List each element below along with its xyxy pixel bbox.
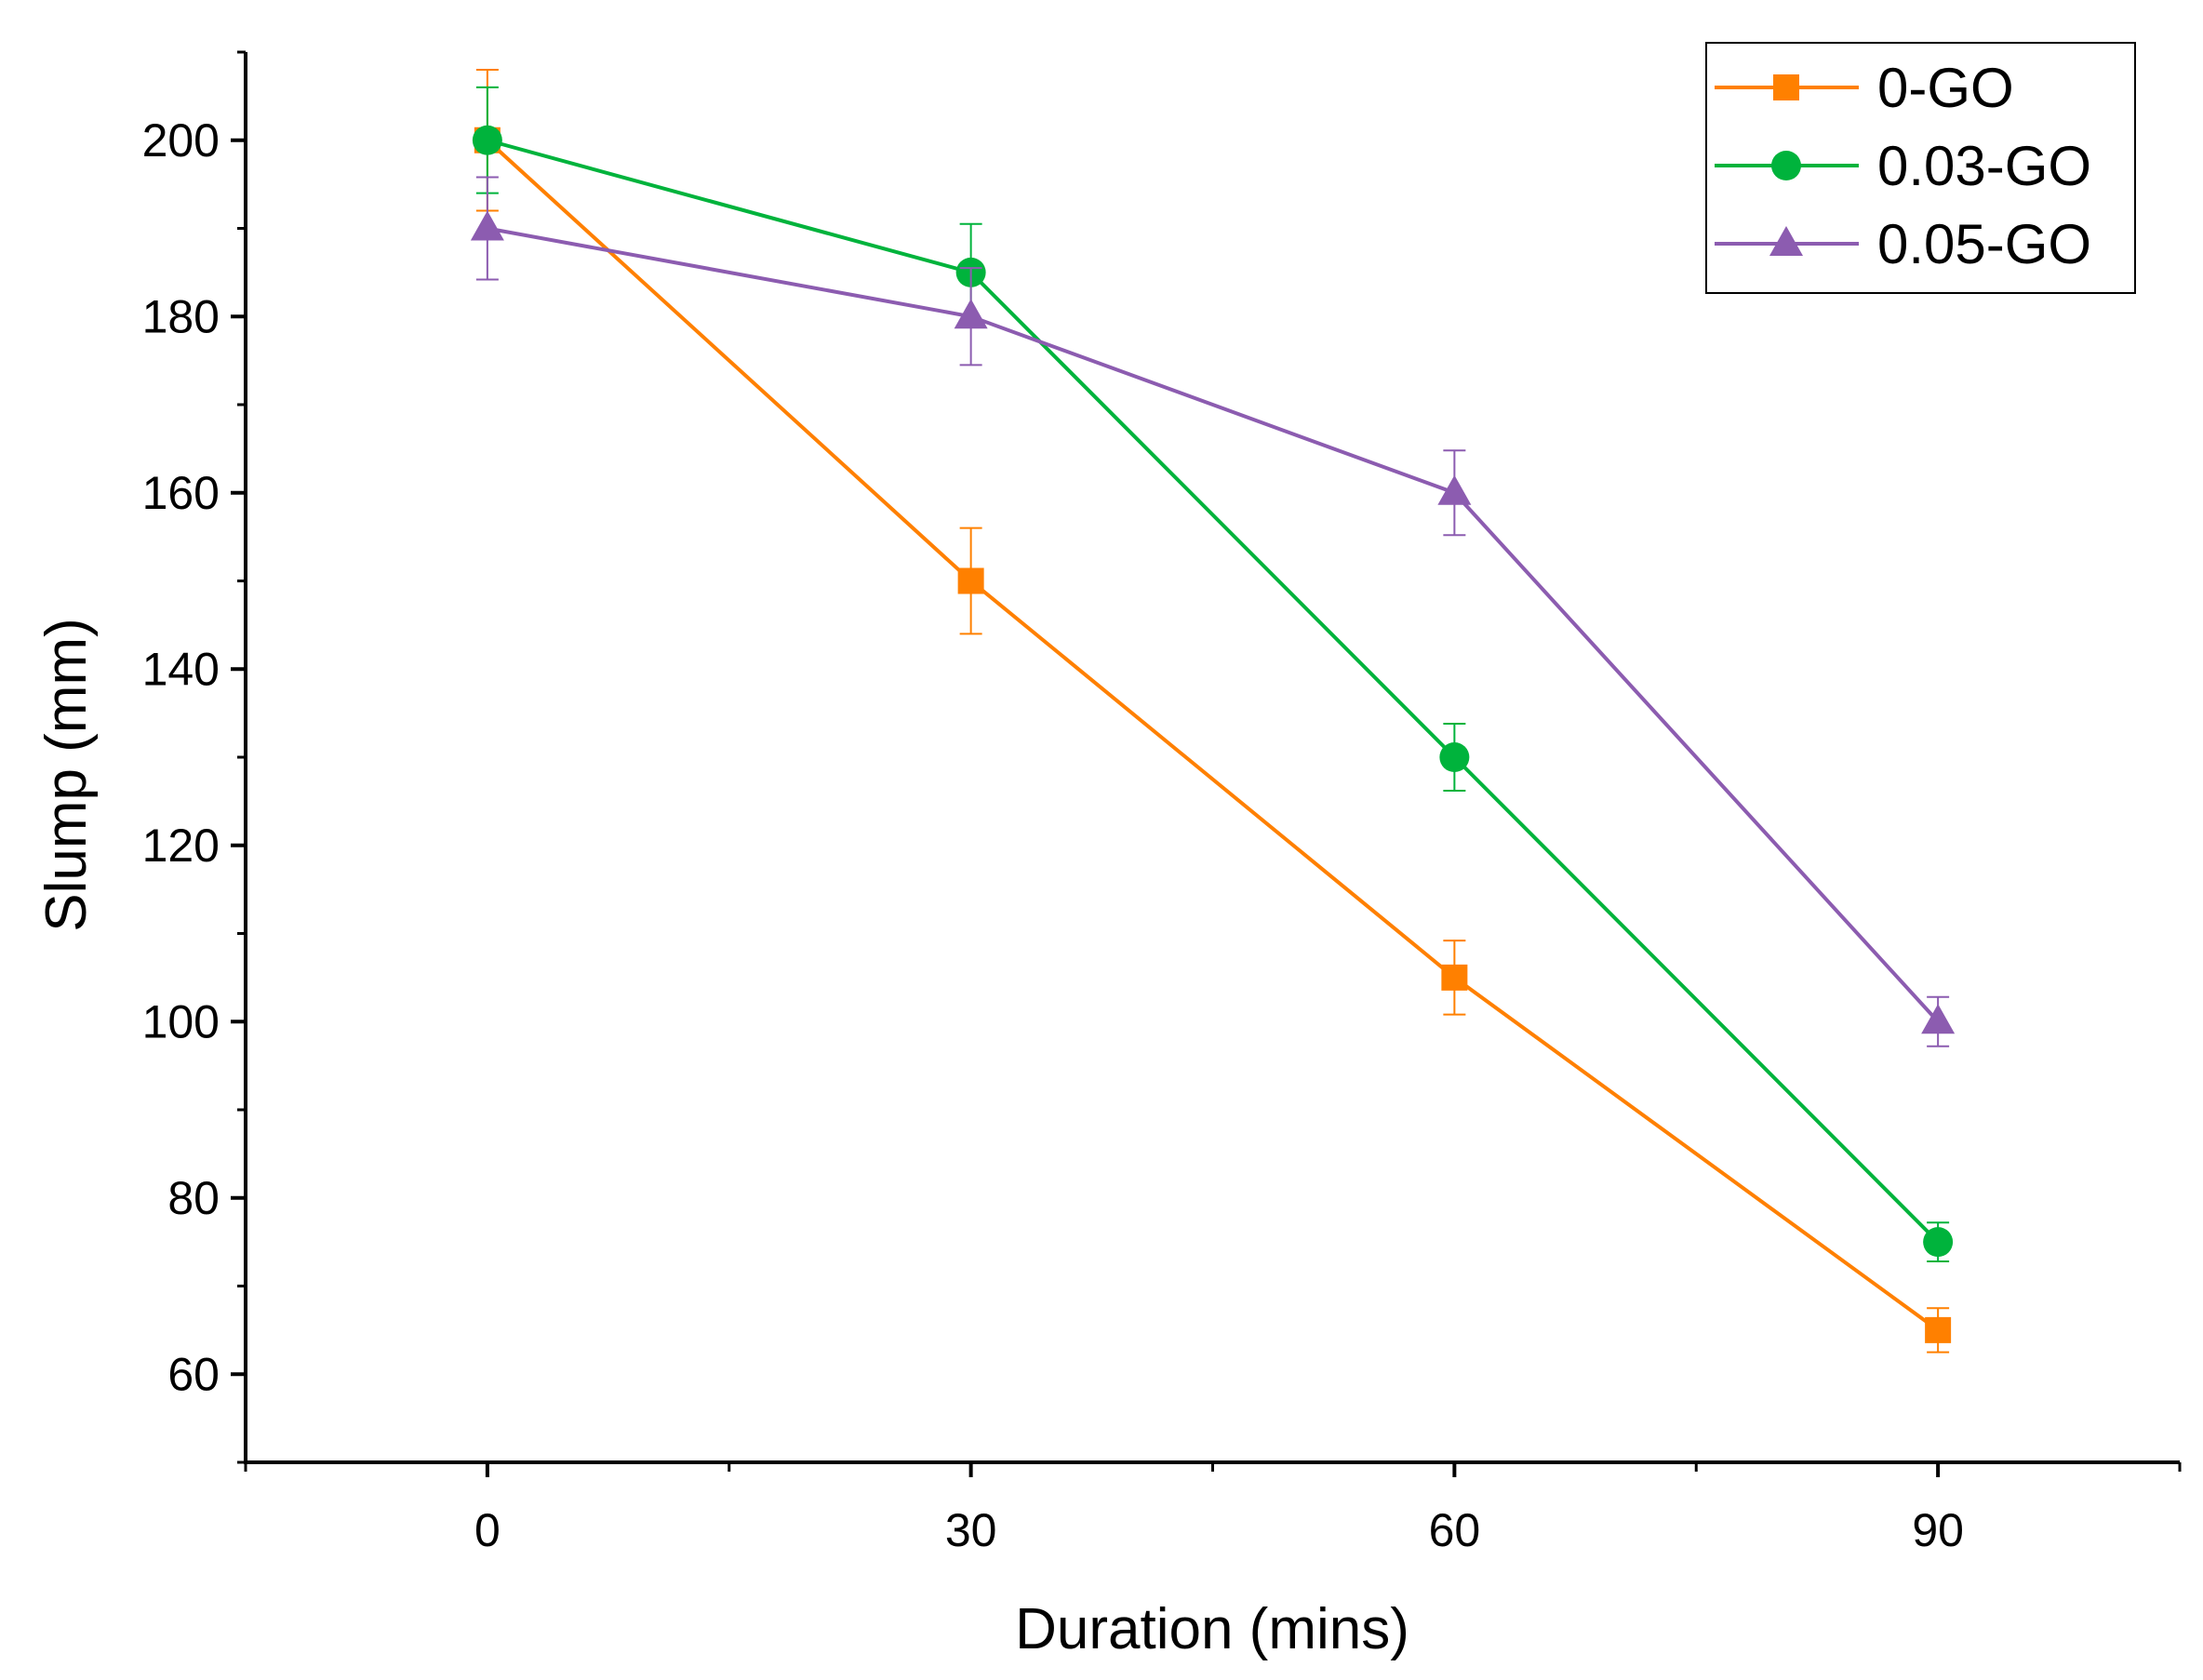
x-axis-title: Duration (mins) bbox=[1015, 1597, 1409, 1661]
data-point bbox=[1921, 1004, 1956, 1034]
legend-label: 0.03-GO bbox=[1877, 135, 2091, 197]
y-tick-label: 100 bbox=[142, 995, 220, 1047]
x-tick-label: 60 bbox=[1429, 1504, 1481, 1556]
legend-item: 0.05-GO bbox=[1715, 213, 2091, 275]
y-tick-label: 120 bbox=[142, 820, 220, 872]
legend-label: 0-GO bbox=[1877, 57, 2014, 119]
data-point bbox=[470, 210, 504, 241]
data-point bbox=[1439, 742, 1470, 772]
series-line bbox=[486, 139, 1940, 1332]
series-0.05-GO bbox=[470, 176, 1956, 1047]
data-point bbox=[957, 567, 984, 594]
x-tick-label: 30 bbox=[945, 1504, 997, 1556]
y-tick-label: 80 bbox=[167, 1172, 220, 1224]
x-tick-label: 90 bbox=[1912, 1504, 1964, 1556]
y-axis-title: Slump (mm) bbox=[34, 618, 99, 932]
data-point bbox=[1925, 1316, 1952, 1343]
data-point bbox=[1441, 964, 1468, 991]
series-layer bbox=[470, 68, 1956, 1353]
data-point bbox=[1923, 1227, 1954, 1258]
y-tick-label: 200 bbox=[142, 114, 220, 167]
legend-marker bbox=[1773, 74, 1799, 100]
y-tick-label: 60 bbox=[167, 1348, 220, 1400]
legend-marker bbox=[1769, 226, 1803, 256]
series-0.03-GO bbox=[472, 86, 1954, 1262]
legend: 0-GO 0.03-GO 0.05-GO bbox=[1705, 42, 2136, 294]
legend-label: 0.05-GO bbox=[1877, 213, 2091, 275]
legend-marker bbox=[1771, 151, 1801, 180]
y-tick-label: 160 bbox=[142, 467, 220, 519]
series-line bbox=[487, 138, 1940, 1244]
ticks: 60 80 100 120 140 160 180 200 0 30 60 90 bbox=[142, 50, 2182, 1556]
x-tick-label: 0 bbox=[474, 1504, 501, 1556]
data-point bbox=[954, 299, 988, 329]
legend-item: 0.03-GO bbox=[1715, 135, 2091, 197]
data-point bbox=[472, 125, 502, 155]
series-0-GO bbox=[474, 68, 1952, 1353]
data-point bbox=[1437, 474, 1472, 505]
series-line bbox=[487, 226, 1940, 1023]
y-tick-label: 140 bbox=[142, 643, 220, 695]
y-tick-label: 180 bbox=[142, 290, 220, 342]
legend-item: 0-GO bbox=[1715, 57, 2014, 119]
